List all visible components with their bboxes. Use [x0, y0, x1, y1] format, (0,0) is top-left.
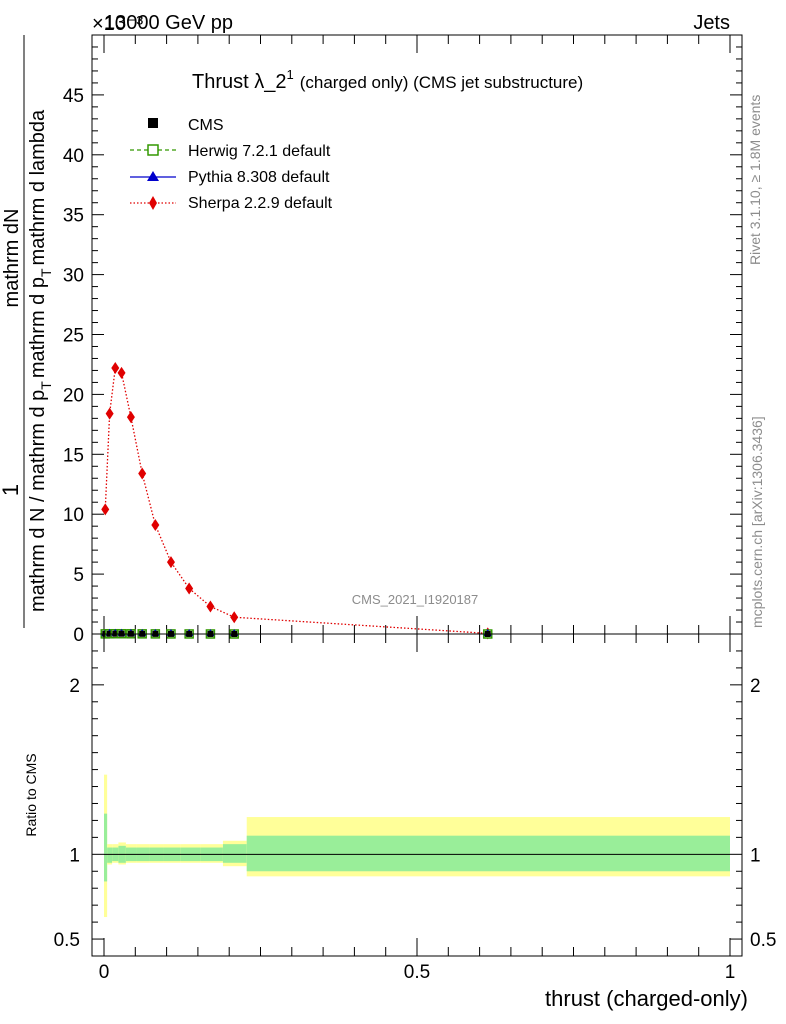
- y-title-denominator-rest: mathrm d p: [27, 277, 49, 378]
- sherpa-point: [111, 362, 120, 375]
- legend-pythia-marker: [147, 171, 159, 181]
- y-tick-label: 0: [73, 625, 84, 646]
- x-tick-label: 0.5: [404, 962, 430, 983]
- analysis-id-label: CMS_2021_I1920187: [352, 592, 479, 607]
- y-tick-label: 10: [63, 505, 84, 526]
- sherpa-point: [206, 600, 215, 613]
- y-title-one: 1: [0, 484, 23, 496]
- ratio-y-tick-label-right: 2: [750, 676, 761, 697]
- ratio-y-title: Ratio to CMS: [23, 753, 39, 836]
- ratio-plot-panel: 0.5 0.51 12 2 0 0.5 1: [54, 633, 776, 983]
- y-title-denominator-main: mathrm d N / mathrm d p: [27, 390, 49, 612]
- legend: CMS Herwig 7.2.1 default Pythia 8.308 de…: [130, 117, 333, 212]
- y-tick-label: 25: [63, 326, 84, 347]
- ratio-y-axis: 0.5 0.5 1 1 2 2: [54, 650, 776, 951]
- ratio-x-axis: 0 0.5 1: [99, 634, 736, 983]
- legend-herwig-marker: [147, 144, 159, 156]
- sherpa-point: [230, 611, 239, 624]
- exponent-label: ×10⁻³: [92, 13, 143, 35]
- sherpa-point: [126, 411, 135, 424]
- sherpa-point: [138, 467, 147, 480]
- legend-herwig-label: Herwig 7.2.1 default: [188, 143, 331, 160]
- y-tick-label: 5: [73, 565, 84, 586]
- plot-title-rest: (charged only) (CMS jet substructure): [300, 73, 583, 92]
- rivet-label: Rivet 3.1.10, ≥ 1.8M events: [747, 95, 763, 265]
- main-x-axis-ticks: [103, 35, 731, 634]
- main-y-axis-title: 1 mathrm d N / mathrm d pTmathrm d pTmat…: [0, 35, 54, 628]
- ratio-plot-frame: [91, 633, 743, 957]
- y-title-denominator-sub: T: [38, 381, 54, 390]
- sherpa-point: [151, 518, 160, 531]
- sherpa-point: [117, 366, 126, 379]
- sherpa-line: [104, 366, 488, 635]
- y-tick-label: 30: [63, 266, 84, 287]
- legend-pythia-label: Pythia 8.308 default: [188, 169, 330, 186]
- ratio-inner-band: [107, 847, 113, 863]
- x-tick-label: 0: [99, 962, 110, 983]
- x-axis-title: thrust (charged-only): [545, 986, 748, 1011]
- y-tick-label: 40: [63, 146, 84, 167]
- ratio-inner-band: [246, 835, 730, 872]
- ratio-inner-band: [104, 813, 108, 882]
- ratio-uncertainty-bands: [104, 774, 730, 918]
- plot-title-main: Thrust λ_2: [192, 71, 286, 93]
- sherpa-point: [105, 407, 114, 420]
- y-tick-label: 15: [63, 445, 84, 466]
- sherpa-point: [185, 582, 194, 595]
- ratio-y-tick-label: 1: [69, 845, 80, 866]
- legend-sherpa-label: Sherpa 2.2.9 default: [188, 195, 333, 212]
- legend-cms-label: CMS: [188, 117, 224, 134]
- ratio-y-tick-label-right: 0.5: [750, 930, 776, 951]
- x-tick-label: 1: [725, 962, 736, 983]
- process-label: Jets: [693, 12, 730, 34]
- legend-cms-marker: [148, 118, 158, 128]
- mcplots-label: mcplots.cern.ch [arXiv:1306.3436]: [749, 416, 765, 628]
- y-title-numerator: mathrm dN: [1, 209, 23, 308]
- plot-title-sup: 1: [286, 67, 293, 82]
- main-plot-panel: 0 5 10 15 20 25 30 35 40 45: [63, 34, 743, 646]
- y-title-denominator: mathrm d N / mathrm d pTmathrm d pTmathr…: [27, 109, 54, 612]
- ratio-y-tick-label-right: 1: [750, 845, 761, 866]
- ratio-y-tick-label: 0.5: [54, 930, 80, 951]
- ratio-inner-band: [222, 844, 247, 863]
- sherpa-point: [166, 556, 175, 569]
- y-title-denominator-rest-sub: T: [38, 268, 54, 277]
- y-tick-label: 35: [63, 206, 84, 227]
- legend-sherpa-marker: [149, 196, 157, 210]
- ratio-y-tick-label: 2: [69, 676, 80, 697]
- y-title-denominator-end: mathrm d lambda: [27, 109, 49, 265]
- sherpa-point: [101, 503, 110, 516]
- energy-label: 13000 GeV pp: [104, 12, 233, 34]
- y-tick-label: 45: [63, 86, 84, 107]
- main-y-axis: 0 5 10 15 20 25 30 35 40 45: [63, 46, 742, 646]
- y-tick-label: 20: [63, 385, 84, 406]
- plot-title: Thrust λ_21 (charged only) (CMS jet subst…: [192, 67, 583, 93]
